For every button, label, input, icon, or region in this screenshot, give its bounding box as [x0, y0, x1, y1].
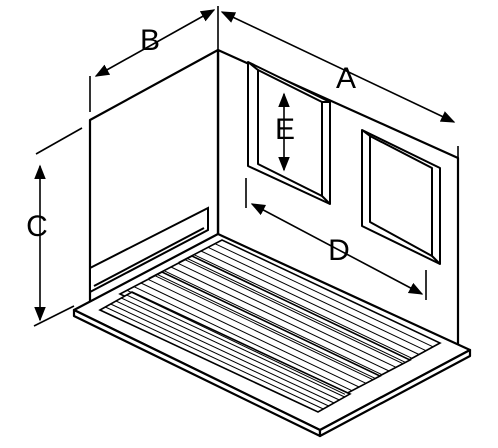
- label-c: C: [26, 210, 48, 243]
- label-e: E: [275, 113, 295, 146]
- louver-slat: [170, 266, 390, 372]
- label-b: B: [140, 24, 160, 57]
- louver-slat: [147, 278, 367, 384]
- label-d: D: [328, 234, 350, 267]
- louver-slat: [126, 294, 345, 398]
- louver-slat: [126, 289, 346, 395]
- louver-slat: [177, 262, 397, 368]
- dim-b-line: [94, 9, 216, 77]
- louver-slat: [156, 273, 376, 379]
- dim-d-line: [250, 203, 424, 295]
- dimension-lines: [33, 6, 459, 327]
- louver-slat: [133, 286, 353, 392]
- louver-slat: [110, 303, 329, 407]
- louver-slat: [140, 282, 360, 388]
- louver-slat: [200, 250, 420, 355]
- louver-slat: [207, 246, 427, 352]
- front-collar-slot: [89, 206, 209, 294]
- label-a: A: [336, 62, 356, 95]
- louver-slats: [105, 243, 434, 410]
- louver-slat: [115, 300, 335, 404]
- louver-slat: [163, 270, 383, 376]
- louver-slat: [193, 254, 413, 359]
- louver-slat: [154, 275, 374, 381]
- dim-a-line: [220, 11, 456, 123]
- louver-slat: [105, 306, 324, 410]
- louver-slat: [184, 259, 404, 365]
- louver-slat: [121, 297, 340, 401]
- louver-slat: [186, 257, 406, 363]
